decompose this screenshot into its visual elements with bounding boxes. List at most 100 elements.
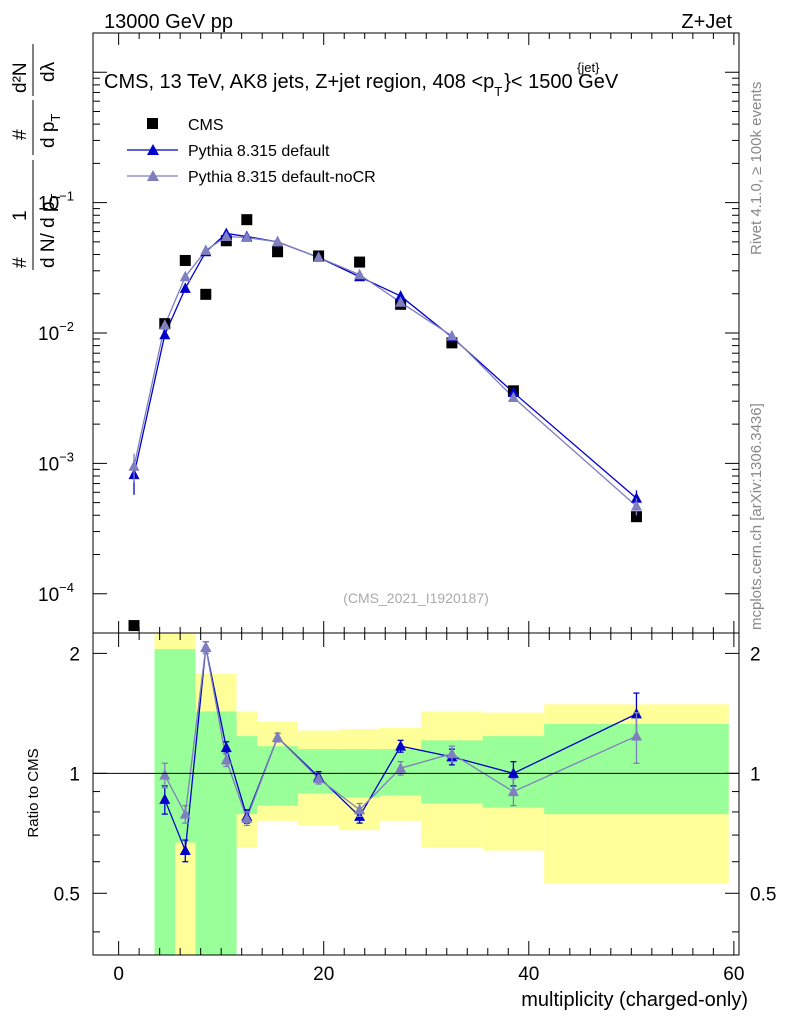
main-axes: 10−110−210−310−4 xyxy=(38,32,739,633)
legend-marker-cms xyxy=(147,118,158,129)
ratio-default-point xyxy=(179,844,191,856)
ratio-default-point xyxy=(395,740,407,751)
y-tick-label: 10−1 xyxy=(38,189,74,215)
ylabel-dn-dpt: d N/ d pT xyxy=(38,193,63,268)
nocr-point xyxy=(128,460,140,471)
cms-point xyxy=(179,254,191,266)
ratio-default-point xyxy=(220,741,232,753)
nocr-point xyxy=(313,251,325,262)
x-axis-label: multiplicity (charged-only) xyxy=(521,989,748,1011)
y-tick-base: 10 xyxy=(38,324,59,345)
ratio-y-tick-label-left: 2 xyxy=(69,644,80,665)
ratio-nocr-point xyxy=(630,730,642,741)
y-tick-exp: −1 xyxy=(59,189,74,204)
nocr-point xyxy=(241,231,253,243)
nocr-point xyxy=(272,235,284,247)
ratio-bands xyxy=(154,633,729,955)
ylabel-dn-dpt-sub: T xyxy=(48,193,63,201)
ratio-y-tick-label-left: 0.5 xyxy=(54,884,80,905)
legend-marker-default xyxy=(147,144,159,155)
nocr-point xyxy=(354,268,366,280)
ratio-default-point xyxy=(507,767,519,778)
legend-label-nocr: Pythia 8.315 default-noCR xyxy=(188,169,376,186)
x-tick-label: 0 xyxy=(113,964,124,985)
nocr-point xyxy=(630,500,642,511)
ratio-nocr-point xyxy=(354,803,366,815)
main-title-text: CMS, 13 TeV, AK8 jets, Z+jet region, 408… xyxy=(104,71,494,93)
y-tick-base: 10 xyxy=(38,585,59,606)
ratio-y-tick-label-right: 1 xyxy=(750,764,761,785)
header-left: 13000 GeV pp xyxy=(104,11,233,33)
x-tick-label: 20 xyxy=(313,964,334,985)
nocr-point xyxy=(507,391,519,403)
ratio-line-nocr xyxy=(164,647,637,821)
uncertainty-band-inner xyxy=(216,711,237,955)
ratio-nocr-point xyxy=(220,754,232,765)
main-title-sub: T xyxy=(494,84,502,99)
y-tick-label: 10−3 xyxy=(38,449,74,475)
main-panel: 10−110−210−310−4 CMS, 13 TeV, AK8 jets, … xyxy=(10,32,740,634)
ratio-nocr-point xyxy=(241,812,253,824)
ratio-frame xyxy=(92,632,740,956)
ratio-nocr-point xyxy=(179,808,191,819)
nocr-point xyxy=(446,329,458,341)
nocr-point xyxy=(220,230,232,241)
header-right: Z+Jet xyxy=(681,11,732,33)
main-title-tail: }< 1500 GeV xyxy=(504,71,619,93)
y-tick-base: 10 xyxy=(38,454,59,475)
ratio-y-tick-label-right: 0.5 xyxy=(750,884,776,905)
ratio-y-tick-label-right: 2 xyxy=(750,644,761,665)
cms-point xyxy=(630,511,642,523)
cms-point xyxy=(200,288,212,300)
legend-label-cms: CMS xyxy=(188,117,224,134)
y-tick-label: 10−2 xyxy=(38,319,74,345)
y-tick-exp: −4 xyxy=(59,580,74,595)
nocr-point xyxy=(159,319,171,330)
ratio-nocr-point xyxy=(272,731,284,743)
default-point xyxy=(159,328,171,340)
legend-label-default: Pythia 8.315 default xyxy=(188,143,330,160)
nocr-point xyxy=(395,296,407,307)
main-title: CMS, 13 TeV, AK8 jets, Z+jet region, 408… xyxy=(104,71,619,99)
ylabel-dpt: d pT xyxy=(38,114,63,148)
analysis-watermark: (CMS_2021_I1920187) xyxy=(343,590,489,606)
main-ylabel: # 1 d N/ d pT # d pT d²N dλ xyxy=(10,44,63,270)
ratio-ylabel: Ratio to CMS xyxy=(25,748,42,837)
y-tick-exp: −3 xyxy=(59,449,74,464)
ratio-nocr-point xyxy=(446,747,458,759)
legend: CMS Pythia 8.315 default Pythia 8.315 de… xyxy=(127,117,376,186)
x-tick-label: 60 xyxy=(723,964,744,985)
ratio-nocr-point xyxy=(395,762,407,773)
ratio-nocr-point xyxy=(159,769,171,780)
default-point xyxy=(179,282,191,293)
cms-point xyxy=(128,620,140,632)
nocr-point xyxy=(179,270,191,282)
series-line-nocr xyxy=(133,235,637,507)
cms-point xyxy=(272,246,284,258)
cms-point xyxy=(241,214,253,226)
series-line-default xyxy=(133,232,637,499)
ylabel-hash-2: # xyxy=(10,129,31,140)
ylabel-dpt-sub: T xyxy=(48,114,63,122)
default-point xyxy=(395,290,407,301)
nocr-point xyxy=(200,244,212,255)
ratio-nocr-point xyxy=(507,785,519,797)
ratio-nocr-point xyxy=(200,641,212,652)
uncertainty-band-inner xyxy=(236,736,258,815)
rivet-label: Rivet 4.1.0, ≥ 100k events xyxy=(748,82,765,255)
ratio-default-point xyxy=(159,793,171,804)
ylabel-d2n: d²N xyxy=(10,62,31,93)
ratio-panel: 0.5 0.51 12 20 20 40 60 Ratio to CMS multiplic… xyxy=(25,632,776,1011)
uncertainty-band-inner xyxy=(257,746,299,806)
cms-point xyxy=(354,256,366,268)
cms-point xyxy=(446,337,458,349)
y-tick-base: 10 xyxy=(38,194,59,215)
uncertainty-band-inner xyxy=(195,711,217,955)
ratio-y-tick-label-left: 1 xyxy=(69,764,80,785)
ratio-axes: 0.5 0.51 12 20 20 40 60 xyxy=(54,633,776,985)
y-tick-exp: −2 xyxy=(59,319,74,334)
ylabel-hash-1: # xyxy=(10,257,31,268)
x-tick-label: 40 xyxy=(518,964,539,985)
main-title-sup: {jet} xyxy=(577,60,600,75)
ratio-nocr-point xyxy=(313,772,325,784)
